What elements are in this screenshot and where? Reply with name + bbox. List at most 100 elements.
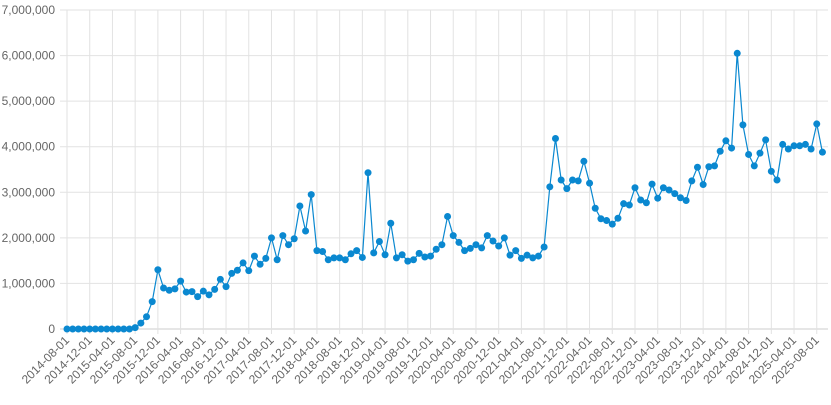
data-point [74,325,82,333]
y-tick-label: 2,000,000 [2,231,56,245]
data-point [347,250,355,258]
data-point [733,49,741,57]
data-point [131,324,139,332]
data-point [506,251,514,259]
data-point [688,177,696,185]
data-point [642,199,650,207]
data-point [614,214,622,222]
data-point [461,247,469,255]
data-point [392,254,400,262]
data-point [523,251,531,259]
data-point [290,235,298,243]
data-point [512,247,520,255]
data-point [296,202,304,210]
data-point [682,196,690,204]
data-point [716,147,724,155]
y-tick-label: 5,000,000 [2,94,56,108]
data-point [143,313,151,321]
y-tick-label: 7,000,000 [2,3,56,17]
data-point [438,241,446,249]
data-point [569,176,577,184]
data-point [671,190,679,198]
y-tick-label: 3,000,000 [2,185,56,199]
data-point [591,204,599,212]
data-point [665,186,673,194]
data-point [165,286,173,294]
data-point [370,249,378,257]
data-point [262,254,270,262]
data-point [637,196,645,204]
data-point [466,244,474,252]
data-point [285,241,293,249]
data-point [108,325,116,333]
data-point [580,157,588,165]
data-point [404,257,412,265]
data-point [228,269,236,277]
grid [60,9,828,334]
data-point [148,298,156,306]
data-point [103,325,111,333]
data-point [256,260,264,268]
data-point [421,253,429,261]
data-point [324,256,332,264]
data-point [398,251,406,259]
y-tick-label: 6,000,000 [2,49,56,63]
data-point [455,238,463,246]
data-point [529,254,537,262]
data-point [500,234,508,242]
data-point [381,251,389,259]
data-point [336,254,344,262]
data-point [120,325,128,333]
data-point [245,267,253,275]
data-point [745,150,753,158]
data-point [313,247,321,255]
data-point [279,232,287,240]
data-point [415,249,423,257]
data-point [574,177,582,185]
data-point [250,252,258,260]
data-point [114,325,122,333]
data-point [353,247,361,255]
data-point [807,145,815,153]
data-point [319,248,327,256]
data-point [495,242,503,250]
data-point [267,234,275,242]
data-point [449,232,457,240]
data-point [194,293,202,301]
data-point [69,325,77,333]
data-point [444,212,452,220]
data-point [341,256,349,264]
data-point [63,325,71,333]
data-point [182,288,190,296]
data-point [91,325,99,333]
data-point [97,325,105,333]
data-point [137,319,145,327]
data-point [233,266,241,274]
data-point [427,252,435,260]
data-point [239,259,247,267]
data-point [631,184,639,192]
data-point [160,284,168,292]
y-tick-label: 4,000,000 [2,140,56,154]
data-point [273,256,281,264]
data-point [222,283,230,291]
data-point [364,169,372,177]
data-point [586,179,594,187]
data-point [199,287,207,295]
data-point [608,220,616,228]
y-tick-label: 1,000,000 [2,276,56,290]
data-point [551,135,559,143]
data-point [375,238,383,246]
data-point [358,253,366,261]
data-point [557,176,565,184]
data-point [779,140,787,148]
data-point [659,184,667,192]
data-point [767,167,775,175]
data-point [648,180,656,188]
data-point [409,256,417,264]
data-point [728,144,736,152]
data-point [330,254,338,262]
data-point [750,162,758,170]
data-point [597,215,605,223]
